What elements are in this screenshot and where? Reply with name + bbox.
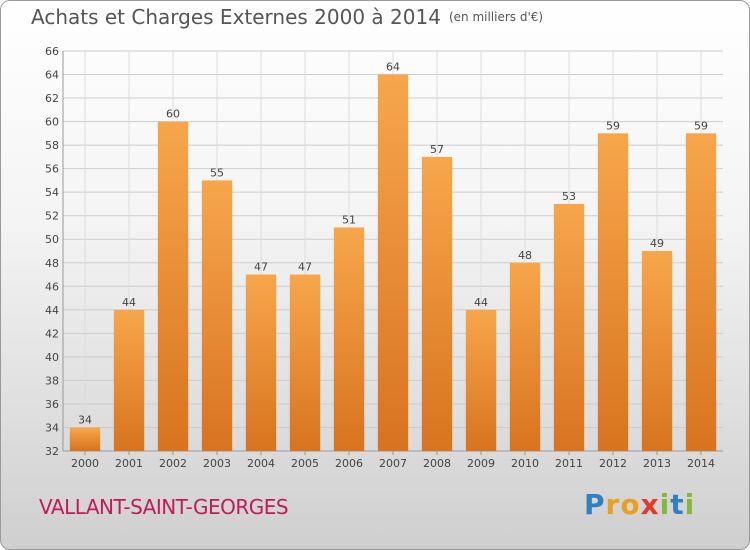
logo-letter: x bbox=[640, 488, 660, 521]
data-label: 64 bbox=[386, 61, 400, 74]
chart-title: Achats et Charges Externes 2000 à 2014 (e… bbox=[31, 5, 543, 29]
data-label: 34 bbox=[78, 413, 92, 426]
y-tick-label: 60 bbox=[45, 116, 59, 129]
data-label: 59 bbox=[694, 119, 708, 132]
y-tick-label: 54 bbox=[45, 186, 59, 199]
logo-letter: r bbox=[605, 488, 621, 521]
data-label: 59 bbox=[606, 119, 620, 132]
data-label: 47 bbox=[298, 261, 312, 274]
y-tick-label: 36 bbox=[45, 398, 59, 411]
data-label: 53 bbox=[562, 190, 576, 203]
x-tick-label: 2004 bbox=[247, 457, 275, 470]
y-tick-label: 48 bbox=[45, 257, 59, 270]
x-tick-label: 2005 bbox=[291, 457, 319, 470]
data-label: 60 bbox=[166, 108, 180, 121]
x-tick-label: 2001 bbox=[115, 457, 143, 470]
bar bbox=[509, 262, 541, 451]
chart-subtitle: (en milliers d'€) bbox=[448, 10, 544, 24]
x-tick-label: 2006 bbox=[335, 457, 363, 470]
x-tick-label: 2007 bbox=[379, 457, 407, 470]
bar bbox=[641, 251, 673, 451]
data-label: 44 bbox=[122, 296, 136, 309]
x-tick-label: 2008 bbox=[423, 457, 451, 470]
proxiti-logo: Proxiti bbox=[584, 488, 695, 521]
bar bbox=[377, 74, 409, 451]
y-tick-label: 50 bbox=[45, 233, 59, 246]
data-label: 44 bbox=[474, 296, 488, 309]
x-tick-label: 2012 bbox=[599, 457, 627, 470]
y-tick-label: 40 bbox=[45, 351, 59, 364]
logo-letter: i bbox=[684, 488, 696, 521]
x-tick-label: 2011 bbox=[555, 457, 583, 470]
y-tick-label: 32 bbox=[45, 445, 59, 458]
y-tick-label: 52 bbox=[45, 210, 59, 223]
commune-name: VALLANT-SAINT-GEORGES bbox=[39, 495, 289, 519]
logo-letter: P bbox=[584, 488, 606, 521]
chart-title-text: Achats et Charges Externes 2000 à 2014 bbox=[31, 5, 441, 29]
bar bbox=[685, 133, 717, 451]
data-label: 47 bbox=[254, 261, 268, 274]
bar bbox=[245, 274, 277, 451]
x-tick-label: 2010 bbox=[511, 457, 539, 470]
data-label: 55 bbox=[210, 166, 224, 179]
bars bbox=[69, 74, 717, 452]
y-tick-label: 56 bbox=[45, 163, 59, 176]
y-tick-label: 38 bbox=[45, 374, 59, 387]
data-labels: 34 44 60 55 47 47 51 64 57 44 48 53 59 49 59 bbox=[78, 61, 708, 427]
x-tick-label: 2000 bbox=[71, 457, 99, 470]
bar bbox=[201, 180, 233, 452]
y-tick-label: 58 bbox=[45, 139, 59, 152]
bar bbox=[597, 133, 629, 451]
bar bbox=[113, 309, 145, 451]
logo-letter: t bbox=[670, 488, 685, 521]
x-tick-label: 2013 bbox=[643, 457, 671, 470]
bar bbox=[289, 274, 321, 451]
bar bbox=[465, 309, 497, 451]
y-tick-label: 44 bbox=[45, 304, 59, 317]
bar bbox=[157, 121, 189, 452]
bar bbox=[333, 227, 365, 451]
x-tick-label: 2009 bbox=[467, 457, 495, 470]
x-tick-label: 2014 bbox=[687, 457, 715, 470]
bar bbox=[421, 156, 453, 451]
axes: 32 34 36 38 40 42 44 46 48 50 52 54 56 58 60 62 64 66 2000… bbox=[45, 45, 723, 470]
logo-letter: i bbox=[659, 488, 671, 521]
logo-letter: o bbox=[620, 488, 641, 521]
data-label: 51 bbox=[342, 213, 356, 226]
y-tick-label: 66 bbox=[45, 45, 59, 58]
data-label: 48 bbox=[518, 249, 532, 262]
y-tick-label: 64 bbox=[45, 69, 59, 82]
bar bbox=[69, 427, 101, 451]
y-tick-label: 42 bbox=[45, 327, 59, 340]
y-tick-label: 46 bbox=[45, 280, 59, 293]
bar bbox=[553, 203, 585, 451]
data-label: 57 bbox=[430, 143, 444, 156]
y-tick-label: 34 bbox=[45, 421, 59, 434]
data-label: 49 bbox=[650, 237, 664, 250]
y-tick-label: 62 bbox=[45, 92, 59, 105]
x-tick-label: 2003 bbox=[203, 457, 231, 470]
x-tick-label: 2002 bbox=[159, 457, 187, 470]
